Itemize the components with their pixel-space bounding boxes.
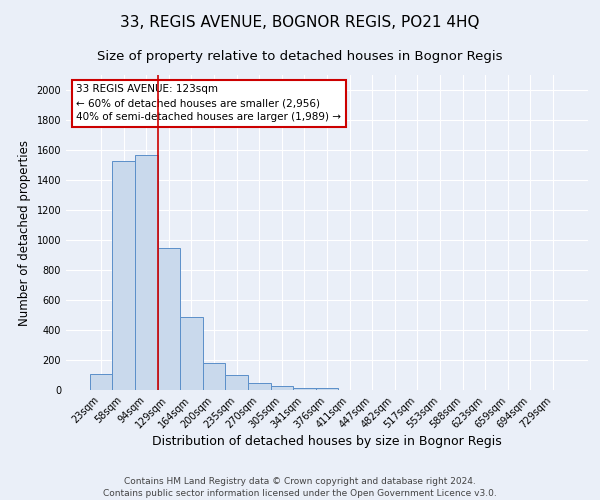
Bar xyxy=(226,375,248,390)
Bar xyxy=(248,383,271,390)
Text: Contains HM Land Registry data © Crown copyright and database right 2024.
Contai: Contains HM Land Registry data © Crown c… xyxy=(103,476,497,498)
Bar xyxy=(135,154,158,390)
Bar xyxy=(158,248,180,390)
Bar xyxy=(293,388,316,390)
Bar xyxy=(271,386,293,390)
Text: Size of property relative to detached houses in Bognor Regis: Size of property relative to detached ho… xyxy=(97,50,503,63)
Y-axis label: Number of detached properties: Number of detached properties xyxy=(18,140,31,326)
Bar xyxy=(112,160,135,390)
Bar xyxy=(90,374,112,390)
Bar xyxy=(316,388,338,390)
Text: 33, REGIS AVENUE, BOGNOR REGIS, PO21 4HQ: 33, REGIS AVENUE, BOGNOR REGIS, PO21 4HQ xyxy=(120,15,480,30)
Bar xyxy=(203,363,226,390)
Bar xyxy=(180,316,203,390)
X-axis label: Distribution of detached houses by size in Bognor Regis: Distribution of detached houses by size … xyxy=(152,436,502,448)
Text: 33 REGIS AVENUE: 123sqm
← 60% of detached houses are smaller (2,956)
40% of semi: 33 REGIS AVENUE: 123sqm ← 60% of detache… xyxy=(76,84,341,122)
